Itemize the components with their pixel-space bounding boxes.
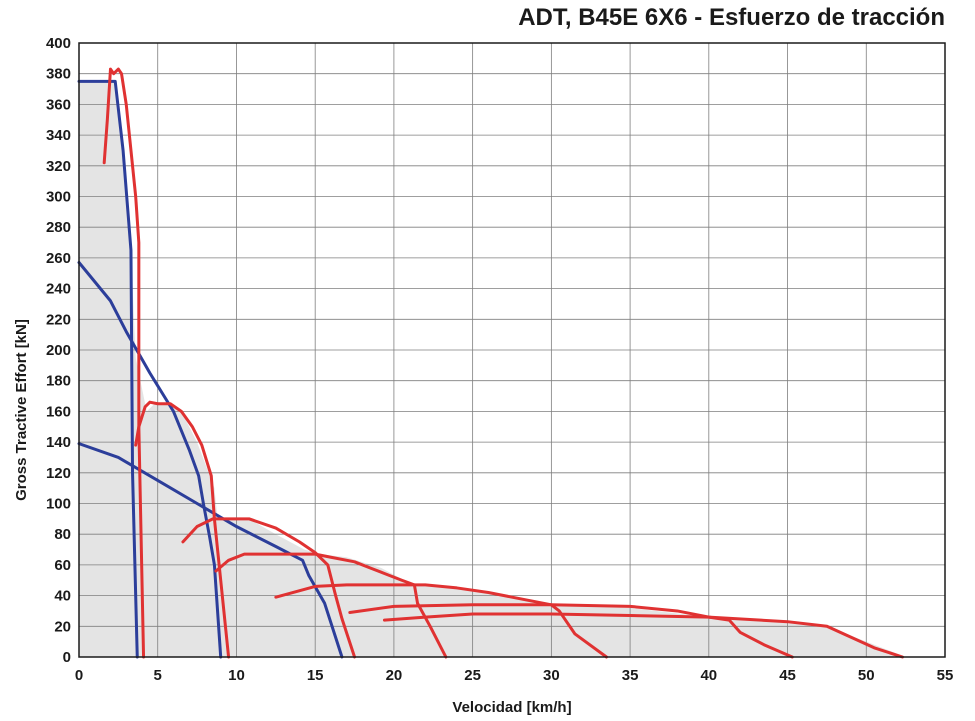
plot-frame — [78, 42, 946, 658]
y-tick-label: 60 — [54, 557, 71, 574]
series-line-6 — [181, 517, 357, 659]
y-tick-label: 300 — [46, 189, 71, 206]
x-tick-label: 35 — [622, 667, 639, 684]
series-line-9 — [348, 603, 794, 659]
y-tick-label: 340 — [46, 127, 71, 144]
grid-lines — [78, 42, 946, 658]
x-tick-label: 40 — [700, 667, 717, 684]
x-tick-label: 5 — [154, 667, 162, 684]
y-tick-label: 0 — [63, 649, 71, 666]
x-tick-label: 20 — [386, 667, 403, 684]
x-tick-label: 15 — [307, 667, 324, 684]
y-tick-label: 240 — [46, 281, 71, 298]
x-axis-label: Velocidad [km/h] — [452, 699, 571, 716]
series-line-2 — [77, 261, 223, 659]
y-tick-label: 180 — [46, 373, 71, 390]
series-line-3 — [77, 442, 344, 659]
series-line-5 — [134, 400, 231, 659]
y-tick-label: 40 — [54, 588, 71, 605]
envelope-area — [79, 81, 906, 657]
x-tick-label: 50 — [858, 667, 875, 684]
series-line-10 — [382, 612, 904, 659]
series-line-7 — [214, 552, 448, 659]
x-tick-label: 10 — [228, 667, 245, 684]
x-tick-label: 45 — [779, 667, 796, 684]
series-lines — [77, 67, 904, 659]
series-line-4 — [102, 67, 146, 659]
y-tick-label: 400 — [46, 35, 71, 52]
y-tick-label: 320 — [46, 158, 71, 175]
shaded-envelope — [79, 81, 906, 657]
y-tick-label: 160 — [46, 403, 71, 420]
x-tick-label: 55 — [937, 667, 954, 684]
x-tick-label: 25 — [464, 667, 481, 684]
x-tick-label: 0 — [75, 667, 83, 684]
y-tick-label: 20 — [54, 618, 71, 635]
y-tick-label: 140 — [46, 434, 71, 451]
y-tick-label: 380 — [46, 66, 71, 83]
y-tick-label: 360 — [46, 96, 71, 113]
y-tick-label: 100 — [46, 496, 71, 513]
y-axis-label: Gross Tractive Effort [kN] — [13, 319, 30, 501]
y-tick-label: 220 — [46, 311, 71, 328]
chart-title: ADT, B45E 6X6 - Esfuerzo de tracción — [518, 4, 945, 31]
y-tick-label: 200 — [46, 342, 71, 359]
y-tick-label: 280 — [46, 219, 71, 236]
tick-labels: 0 5 10 15 20 25 30 35 40 45 50 55 0 20 40 60 80 100 120 140… — [46, 35, 953, 684]
y-tick-label: 120 — [46, 465, 71, 482]
y-tick-label: 80 — [54, 526, 71, 543]
y-tick-label: 260 — [46, 250, 71, 267]
x-tick-label: 30 — [543, 667, 560, 684]
